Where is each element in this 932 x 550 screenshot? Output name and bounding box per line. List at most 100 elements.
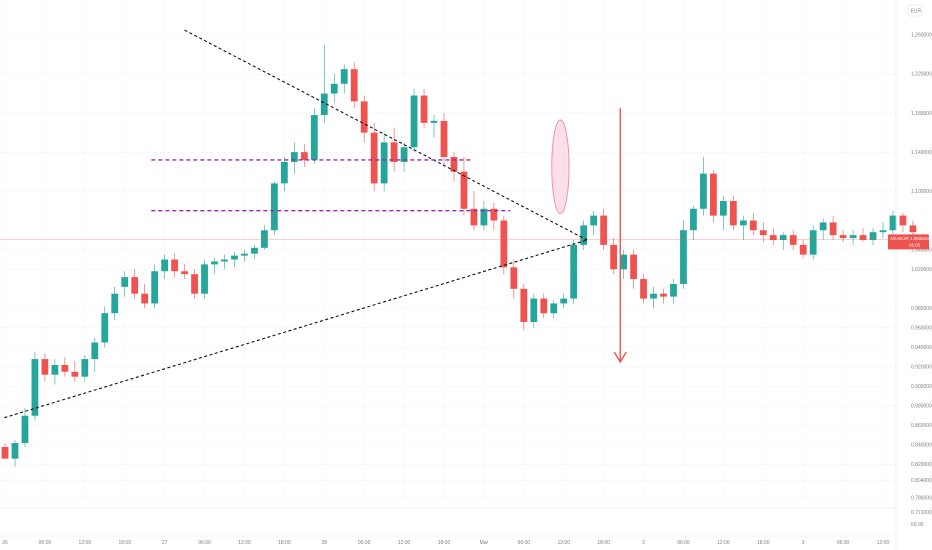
candle bbox=[680, 220, 687, 289]
candle bbox=[560, 293, 568, 309]
candle bbox=[789, 230, 797, 250]
price-tick-label: 0.900000 bbox=[911, 384, 932, 390]
time-tick-label: Mar bbox=[480, 540, 489, 546]
candle bbox=[520, 283, 528, 330]
currency-label: EUR bbox=[911, 9, 922, 15]
candle bbox=[540, 293, 548, 319]
candle bbox=[320, 44, 328, 123]
candle-body bbox=[600, 215, 608, 245]
candle-body bbox=[680, 230, 687, 284]
candle bbox=[570, 240, 578, 304]
candle bbox=[21, 407, 29, 447]
candle bbox=[151, 264, 159, 309]
candle bbox=[161, 254, 169, 280]
price-tick-label: 0.786000 bbox=[911, 495, 932, 501]
candle bbox=[211, 257, 218, 275]
price-tick-label: 1.220000 bbox=[911, 72, 932, 78]
candle bbox=[590, 210, 598, 236]
bearish-arrow-head bbox=[613, 351, 627, 364]
candle-body bbox=[739, 220, 747, 226]
price-tick-label: 0.820000 bbox=[911, 462, 932, 468]
time-tick-label: 18:00 bbox=[757, 540, 770, 546]
candle-body bbox=[280, 161, 288, 184]
candle bbox=[819, 218, 827, 240]
time-tick-label: 06:00 bbox=[39, 540, 52, 546]
candle-body bbox=[241, 253, 248, 256]
candle-body bbox=[460, 171, 468, 209]
candle bbox=[500, 215, 508, 275]
candle-body bbox=[809, 230, 817, 255]
candle bbox=[670, 279, 677, 304]
time-tick-label: 2 bbox=[642, 540, 645, 546]
candle-body bbox=[51, 364, 59, 375]
price-tick-label: 1.260000 bbox=[911, 33, 932, 39]
candle-body bbox=[719, 200, 727, 216]
chart-grid bbox=[0, 0, 896, 508]
candle bbox=[490, 202, 498, 231]
candle-body bbox=[749, 220, 757, 231]
candle-body bbox=[709, 173, 717, 216]
candle-body bbox=[899, 215, 907, 226]
time-tick-label: 06:00 bbox=[677, 540, 690, 546]
time-tick-label: 18:00 bbox=[278, 540, 291, 546]
price-tick-label: 0.960000 bbox=[911, 326, 932, 332]
candle-body bbox=[470, 208, 478, 226]
candle bbox=[889, 210, 897, 236]
candle bbox=[719, 196, 727, 231]
candle-body bbox=[550, 303, 558, 314]
candle-body bbox=[61, 364, 69, 372]
candle-body bbox=[450, 157, 458, 172]
candle-body bbox=[71, 371, 79, 377]
time-axis[interactable]: 26 06:00 12:00 18:00 27 06:00 12:00 18:00 28 06:0… bbox=[0, 535, 896, 546]
candle bbox=[759, 222, 767, 242]
time-tick-label: 12:00 bbox=[557, 540, 570, 546]
time-tick-label: 27 bbox=[162, 540, 168, 546]
candle bbox=[201, 259, 208, 299]
price-tick-label: 1.040000 bbox=[911, 247, 932, 253]
candle bbox=[251, 244, 258, 260]
candle-body bbox=[610, 244, 618, 270]
candle-body bbox=[789, 235, 797, 245]
candle bbox=[700, 157, 707, 216]
candle bbox=[769, 228, 777, 245]
candle-body bbox=[370, 132, 378, 184]
currency-indicator[interactable]: EUR bbox=[907, 4, 923, 17]
candle-body bbox=[430, 120, 438, 123]
trend-line bbox=[4, 239, 588, 419]
candle bbox=[270, 181, 278, 236]
candle bbox=[350, 62, 358, 109]
candle-body bbox=[320, 93, 328, 116]
candle bbox=[799, 240, 807, 258]
candle-body bbox=[819, 222, 827, 231]
volume-pane: 50.00 bbox=[0, 507, 924, 528]
candle bbox=[131, 269, 139, 299]
candle-body bbox=[350, 69, 358, 102]
candle bbox=[310, 108, 318, 164]
price-axis[interactable]: 1.260000 1.220000 1.180000 1.140000 1.100000… bbox=[895, 0, 932, 550]
candle-body bbox=[670, 283, 677, 297]
candle-body bbox=[81, 359, 89, 377]
price-tick-label: 1.100000 bbox=[911, 189, 932, 195]
price-tick-label: 0.880000 bbox=[911, 404, 932, 410]
candle bbox=[101, 306, 109, 348]
time-tick-label: 18:00 bbox=[118, 540, 131, 546]
candle bbox=[261, 225, 268, 250]
highlight-ellipse bbox=[551, 119, 570, 215]
candle bbox=[191, 269, 198, 299]
candle-body bbox=[440, 120, 448, 158]
candle-body bbox=[201, 264, 208, 294]
candle bbox=[91, 337, 99, 372]
candle-body bbox=[41, 359, 49, 375]
candle bbox=[81, 355, 89, 382]
price-tag-background bbox=[888, 234, 929, 250]
candle-body bbox=[330, 83, 338, 94]
candle bbox=[660, 288, 667, 304]
candle bbox=[550, 300, 558, 319]
candle-body bbox=[700, 173, 707, 209]
candle-body bbox=[171, 259, 179, 272]
candle-body bbox=[849, 235, 857, 239]
price-tick-label: 0.860000 bbox=[911, 423, 932, 429]
candle bbox=[739, 215, 747, 240]
candle bbox=[729, 196, 737, 231]
